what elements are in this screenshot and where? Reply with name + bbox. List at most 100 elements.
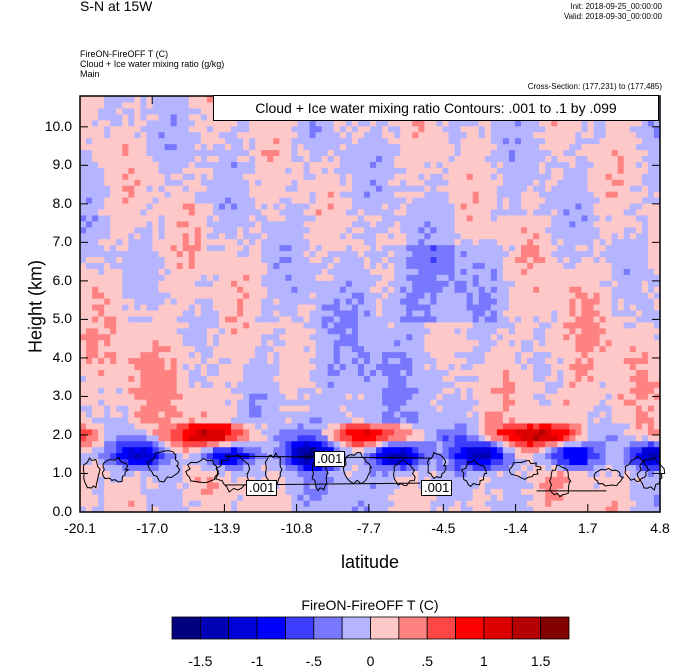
- heatmap-cell: [327, 149, 335, 157]
- heatmap-cell: [152, 446, 160, 454]
- heatmap-cell: [327, 274, 335, 281]
- heatmap-cell: [188, 214, 196, 222]
- heatmap-cell: [194, 262, 202, 269]
- heatmap-cell: [345, 410, 353, 418]
- heatmap-cell: [406, 363, 413, 370]
- heatmap-cell: [297, 470, 305, 477]
- heatmap-cell: [128, 250, 135, 258]
- heatmap-cell: [200, 232, 208, 240]
- heatmap-cell: [454, 482, 462, 489]
- heatmap-cell: [273, 286, 280, 293]
- heatmap-cell: [418, 268, 425, 275]
- heatmap-cell: [212, 494, 220, 501]
- heatmap-cell: [496, 393, 504, 400]
- heatmap-cell: [273, 232, 280, 240]
- heatmap-cell: [502, 286, 510, 293]
- heatmap-cell: [327, 315, 335, 323]
- heatmap-cell: [418, 500, 425, 507]
- heatmap-cell: [188, 416, 196, 424]
- heatmap-cell: [279, 452, 287, 460]
- heatmap-cell: [188, 309, 196, 317]
- heatmap-cell: [164, 405, 172, 412]
- heatmap-cell: [357, 280, 365, 287]
- heatmap-cell: [128, 381, 135, 388]
- heatmap-cell: [237, 149, 244, 157]
- heatmap-cell: [394, 428, 401, 436]
- heatmap-cell: [315, 321, 323, 329]
- heatmap-cell: [291, 220, 299, 228]
- heatmap-cell: [231, 327, 238, 335]
- heatmap-cell: [285, 488, 293, 495]
- heatmap-cell: [309, 280, 317, 287]
- heatmap-cell: [116, 405, 123, 412]
- heatmap-cell: [255, 345, 262, 353]
- heatmap-cell: [297, 220, 305, 228]
- heatmap-cell: [176, 476, 184, 483]
- heatmap-cell: [394, 167, 401, 174]
- heatmap-cell: [218, 476, 226, 483]
- heatmap-cell: [291, 315, 299, 323]
- heatmap-cell: [122, 232, 129, 240]
- heatmap-cell: [212, 298, 220, 305]
- heatmap-cell: [351, 327, 359, 335]
- heatmap-cell: [98, 131, 105, 139]
- heatmap-cell: [170, 458, 178, 466]
- heatmap-cell: [339, 244, 347, 252]
- heatmap-cell: [484, 321, 492, 329]
- heatmap-cell: [182, 119, 190, 127]
- heatmap-cell: [98, 321, 105, 329]
- heatmap-cell: [472, 274, 480, 281]
- heatmap-cell: [327, 428, 335, 436]
- heatmap-cell: [200, 464, 208, 471]
- heatmap-cell: [370, 244, 377, 252]
- heatmap-cell: [297, 434, 305, 442]
- heatmap-cell: [388, 369, 395, 376]
- heatmap-cell: [490, 149, 498, 157]
- heatmap-cell: [146, 369, 154, 376]
- heatmap-cell: [134, 292, 142, 299]
- heatmap-cell: [466, 143, 474, 151]
- heatmap-cell: [400, 351, 407, 359]
- heatmap-cell: [188, 256, 196, 263]
- heatmap-cell: [454, 298, 462, 305]
- heatmap-cell: [104, 232, 111, 240]
- heatmap-cell: [231, 428, 238, 436]
- heatmap-cell: [418, 428, 425, 436]
- heatmap-cell: [370, 506, 377, 513]
- heatmap-cell: [206, 333, 214, 341]
- heatmap-cell: [128, 410, 135, 418]
- heatmap-cell: [188, 238, 196, 246]
- heatmap-cell: [430, 500, 438, 507]
- heatmap-cell: [430, 244, 438, 252]
- heatmap-cell: [86, 375, 93, 382]
- heatmap-cell: [273, 446, 280, 454]
- heatmap-cell: [376, 167, 383, 174]
- heatmap-cell: [370, 197, 377, 204]
- heatmap-cell: [388, 428, 395, 436]
- heatmap-cell: [442, 446, 450, 454]
- heatmap-cell: [255, 351, 262, 359]
- heatmap-cell: [303, 197, 311, 204]
- heatmap-cell: [436, 191, 444, 198]
- heatmap-cell: [291, 167, 299, 174]
- heatmap-cell: [412, 197, 419, 204]
- heatmap-cell: [490, 345, 498, 353]
- heatmap-cell: [225, 428, 232, 436]
- heatmap-cell: [249, 202, 256, 210]
- heatmap-cell: [273, 161, 280, 168]
- heatmap-cell: [255, 298, 262, 305]
- heatmap-cell: [478, 149, 486, 157]
- heatmap-cell: [243, 381, 250, 388]
- heatmap-cell: [424, 399, 432, 406]
- heatmap-cell: [267, 167, 274, 174]
- heatmap-cell: [490, 500, 498, 507]
- heatmap-cell: [249, 315, 256, 323]
- heatmap-cell: [188, 250, 196, 258]
- heatmap-cell: [212, 202, 220, 210]
- heatmap-cell: [460, 268, 468, 275]
- heatmap-cell: [400, 428, 407, 436]
- heatmap-cell: [436, 494, 444, 501]
- heatmap-cell: [442, 250, 450, 258]
- heatmap-cell: [448, 125, 456, 133]
- heatmap-cell: [182, 137, 190, 145]
